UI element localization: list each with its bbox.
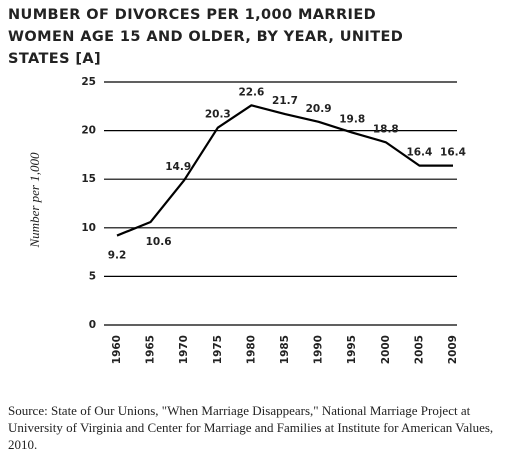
data-label: 20.3 — [205, 109, 231, 121]
data-label: 18.8 — [373, 123, 399, 135]
chart-title: NUMBER OF DIVORCES PER 1,000 MARRIED WOM… — [8, 7, 404, 67]
y-tick-label: 25 — [81, 76, 96, 88]
data-label: 22.6 — [238, 86, 264, 98]
x-tick-label: 1995 — [346, 335, 358, 364]
y-tick-label: 15 — [81, 173, 96, 185]
x-tick-label: 1980 — [245, 335, 257, 364]
data-label: 9.2 — [108, 250, 127, 262]
data-label: 14.9 — [165, 161, 191, 173]
data-label: 10.6 — [146, 236, 172, 248]
y-tick-label: 0 — [89, 319, 96, 331]
data-label: 19.8 — [339, 114, 365, 126]
y-axis-label: Number per 1,000 — [27, 152, 42, 248]
x-tick-label: 1975 — [212, 335, 224, 364]
source-note: Source: State of Our Unions, "When Marri… — [8, 403, 494, 452]
data-label: 16.4 — [440, 147, 466, 159]
y-tick-label: 20 — [81, 125, 96, 137]
data-label: 21.7 — [272, 95, 298, 107]
x-tick-label: 1965 — [145, 335, 157, 364]
x-tick-label: 2009 — [447, 335, 459, 364]
data-line — [116, 104, 453, 237]
chart: Number per 1,000 0 5 10 15 20 25 1960 1965 1970 1… — [27, 76, 466, 364]
x-tick-label: 1970 — [178, 335, 190, 364]
data-label: 16.4 — [406, 147, 432, 159]
x-tick-label: 2005 — [413, 335, 425, 364]
x-tick-label: 1960 — [111, 335, 123, 364]
y-tick-label: 5 — [89, 270, 96, 282]
x-tick-label: 1985 — [279, 335, 291, 364]
x-tick-label: 1990 — [313, 335, 325, 364]
data-label: 20.9 — [306, 103, 332, 115]
y-tick-label: 10 — [81, 222, 96, 234]
x-tick-label: 2000 — [380, 335, 392, 364]
